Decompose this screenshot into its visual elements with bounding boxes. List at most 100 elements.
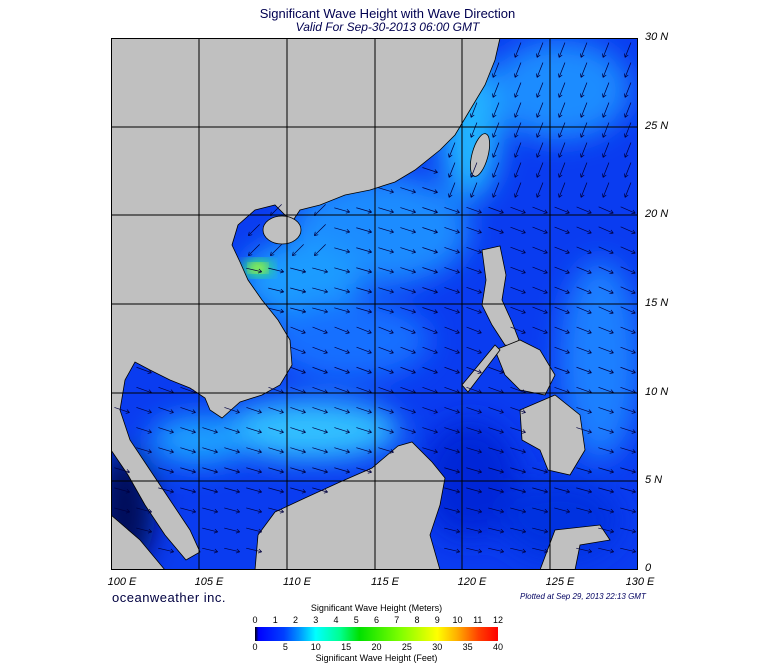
wave-direction-arrow	[312, 447, 328, 454]
wave-direction-arrow	[576, 246, 592, 255]
wave-direction-arrow	[356, 467, 372, 474]
wave-direction-arrow	[624, 142, 632, 158]
wave-direction-arrow	[466, 207, 482, 214]
wave-direction-arrow	[598, 306, 614, 315]
wave-direction-arrow	[554, 266, 570, 274]
wave-direction-arrow	[624, 82, 632, 98]
wave-direction-arrow	[268, 507, 284, 514]
lon-label: 120 E	[457, 576, 487, 588]
wave-direction-arrow	[576, 467, 592, 474]
wave-direction-arrow	[598, 326, 614, 334]
wave-direction-arrow	[246, 427, 262, 434]
wave-direction-arrow	[246, 407, 262, 414]
wave-direction-arrow	[378, 427, 394, 434]
wave-direction-arrow	[180, 467, 196, 474]
wave-direction-arrow	[334, 427, 350, 434]
wave-direction-arrow	[114, 507, 130, 514]
wave-direction-arrow	[378, 207, 394, 214]
wave-direction-arrows	[114, 42, 637, 554]
wave-direction-arrow	[532, 547, 549, 554]
wave-direction-arrow	[444, 346, 460, 354]
colorbar-tick: 7	[394, 615, 400, 625]
graticule	[111, 38, 638, 570]
wave-direction-arrow	[598, 547, 615, 554]
wave-direction-arrow	[514, 82, 522, 98]
wave-direction-arrow	[224, 447, 240, 454]
colorbar	[255, 627, 498, 641]
wave-direction-arrow	[444, 547, 461, 554]
wave-direction-arrow	[444, 326, 460, 334]
wave-direction-arrow	[620, 487, 636, 494]
wave-direction-arrow	[312, 287, 328, 294]
wave-direction-arrow	[448, 162, 456, 178]
wave-direction-arrow	[356, 366, 372, 374]
wave-direction-arrow	[466, 447, 482, 454]
lat-label: 30 N	[645, 31, 669, 43]
wave-direction-arrow	[378, 407, 394, 414]
wave-direction-arrow	[620, 547, 637, 554]
wave-direction-arrow	[290, 427, 306, 434]
colorbar-tick: 6	[373, 615, 379, 625]
wave-direction-arrow	[580, 182, 588, 198]
sumatra	[111, 514, 166, 570]
wave-direction-arrow	[422, 407, 438, 414]
wave-direction-arrow	[510, 487, 526, 494]
wave-direction-arrow	[492, 122, 500, 138]
wave-direction-arrow	[532, 286, 548, 294]
wave-direction-arrow	[422, 167, 438, 174]
wave-direction-arrow	[114, 467, 130, 474]
wave-direction-arrow	[488, 527, 505, 534]
wave-direction-arrow	[356, 307, 372, 314]
wave-direction-arrow	[492, 162, 500, 178]
wave-direction-arrow	[620, 527, 637, 534]
wave-direction-arrow	[598, 226, 614, 235]
wave-direction-arrow	[202, 547, 219, 554]
wave-direction-arrow	[620, 407, 636, 414]
wave-direction-arrow	[422, 326, 438, 334]
lat-label: 5 N	[645, 474, 663, 486]
wave-direction-arrow	[378, 326, 394, 334]
wave-direction-arrow	[246, 467, 262, 474]
wave-direction-arrow	[532, 527, 549, 534]
wave-direction-arrow	[400, 326, 416, 334]
wave-direction-arrow	[248, 244, 260, 256]
wave-direction-arrow	[224, 487, 240, 494]
wave-direction-arrow	[602, 182, 610, 198]
wave-direction-arrow	[558, 82, 566, 98]
wave-direction-arrow	[448, 182, 456, 198]
wave-direction-arrow	[488, 366, 504, 374]
wave-direction-arrow	[334, 287, 350, 294]
wave-direction-arrow	[510, 447, 526, 454]
wave-direction-arrow	[422, 366, 438, 374]
wave-direction-arrow	[510, 507, 526, 514]
wave-direction-arrow	[510, 467, 526, 474]
wave-direction-arrow	[532, 246, 548, 254]
wave-direction-arrow	[312, 326, 328, 334]
wave-direction-arrow	[466, 307, 482, 314]
wave-direction-arrow	[312, 346, 328, 354]
wave-direction-arrow	[444, 247, 460, 254]
wave-direction-arrow	[290, 447, 306, 454]
wave-direction-arrow	[224, 527, 241, 534]
wave-direction-arrow	[422, 247, 438, 254]
wave-direction-arrow	[576, 286, 592, 295]
wave-direction-arrow	[558, 162, 566, 178]
wave-direction-arrow	[492, 62, 500, 78]
wave-direction-arrow	[248, 224, 260, 236]
wave-direction-arrow	[576, 507, 592, 514]
wave-direction-arrow	[334, 366, 350, 374]
wave-direction-arrow	[554, 206, 570, 214]
brand-logo: oceanweather inc.	[112, 590, 227, 605]
wave-direction-arrow	[114, 487, 130, 494]
wave-direction-arrow	[422, 287, 438, 294]
wave-direction-arrow	[356, 407, 372, 414]
wave-direction-arrow	[576, 427, 592, 434]
wave-direction-arrow	[620, 226, 636, 235]
wave-direction-arrow	[488, 427, 504, 434]
wave-direction-arrow	[488, 507, 504, 514]
wave-map	[111, 38, 638, 570]
wave-direction-arrow	[580, 82, 588, 98]
wave-direction-arrow	[448, 142, 456, 158]
wave-direction-arrow	[422, 447, 438, 454]
wave-direction-arrow	[510, 326, 526, 334]
